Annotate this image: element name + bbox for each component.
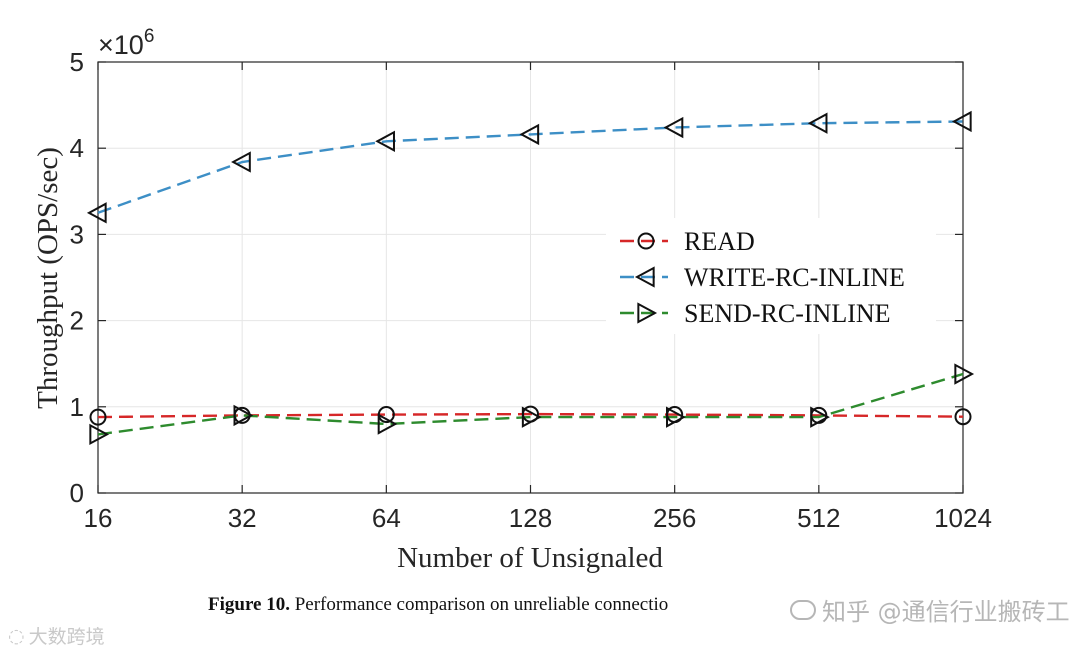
legend-marker [637, 302, 658, 324]
series-send-rc-inline [97, 372, 964, 436]
legend-marker [637, 232, 655, 250]
legend-label: WRITE-RC-INLINE [684, 263, 905, 292]
y-axis-label: Throughput (OPS/sec) [32, 147, 64, 409]
y-exponent-label: ×106 [98, 26, 154, 60]
data-point [89, 423, 110, 446]
legend-item: READ [620, 227, 755, 256]
legend-item: WRITE-RC-INLINE [620, 263, 905, 292]
figure-caption: Figure 10. Performance comparison on unr… [208, 594, 668, 616]
y-tick-label: 3 [70, 219, 84, 249]
series-line [97, 372, 964, 436]
x-tick-label: 64 [372, 503, 401, 533]
throughput-chart: 16 32 64 128 256 512 1024 0 1 2 3 4 5 READ WRITE-RC-I… [32, 26, 992, 574]
series-line [97, 120, 964, 214]
axis-ticks: 16 32 64 128 256 512 1024 0 1 2 3 4 5 [70, 47, 992, 533]
y-tick-label: 2 [70, 306, 84, 336]
figure-label: Figure 10. [208, 594, 290, 615]
watermark-left: ◌ 大数跨境 [8, 622, 105, 649]
legend-marker [634, 266, 655, 288]
series-line [97, 412, 964, 419]
watermark-logo-icon: ◌ [8, 624, 25, 647]
data-point [954, 408, 972, 426]
watermark-right: 知乎 @通信行业搬砖工 [790, 592, 1070, 627]
series-read [97, 412, 964, 419]
x-tick-label: 128 [509, 503, 552, 533]
data-point [521, 406, 542, 428]
data-point [233, 404, 254, 427]
x-tick-label: 1024 [934, 503, 992, 533]
data-point [375, 130, 395, 152]
data-point [810, 406, 830, 428]
markers-write-rc-inline [86, 110, 972, 224]
zhihu-chat-icon [790, 599, 816, 620]
data-point [231, 151, 251, 173]
watermark-right-text: 知乎 @通信行业搬砖工 [822, 598, 1070, 626]
x-tick-label: 256 [653, 503, 696, 533]
legend-item: SEND-RC-INLINE [620, 299, 891, 328]
x-tick-label: 32 [228, 503, 257, 533]
y-tick-label: 0 [70, 478, 84, 508]
y-tick-label: 4 [70, 133, 84, 163]
data-point [666, 406, 686, 428]
x-tick-label: 16 [84, 503, 113, 533]
x-axis-label: Number of Unsignaled [397, 542, 663, 574]
y-tick-label: 1 [70, 392, 84, 422]
series-layer [86, 110, 975, 446]
x-tick-label: 512 [797, 503, 840, 533]
data-point [807, 112, 828, 134]
series-write-rc-inline [97, 120, 964, 214]
markers-send-rc-inline [89, 363, 975, 446]
data-point [89, 408, 107, 426]
data-point [951, 110, 972, 133]
caption-text: Performance comparison on unreliable con… [289, 594, 669, 615]
data-point [86, 202, 107, 224]
legend-box [606, 218, 936, 334]
y-tick-label: 5 [70, 47, 84, 77]
legend: READ WRITE-RC-INLINE SEND-RC-INLINE [606, 218, 936, 334]
watermark-left-text: 大数跨境 [28, 626, 105, 648]
data-point [377, 413, 398, 435]
data-point [519, 123, 540, 146]
data-point [954, 363, 975, 385]
legend-label: READ [684, 227, 755, 256]
legend-label: SEND-RC-INLINE [684, 299, 891, 328]
data-point [663, 116, 684, 139]
